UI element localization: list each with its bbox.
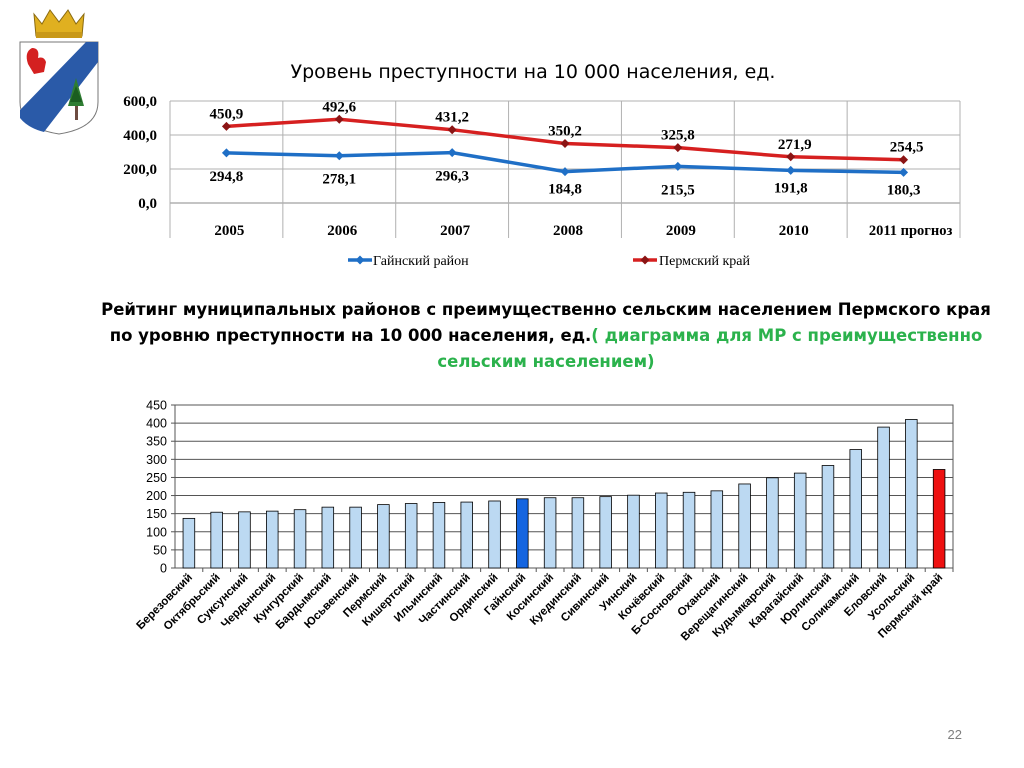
page-number: 22 [920, 727, 962, 742]
bar [739, 484, 751, 568]
bar-y-tick-label: 50 [153, 543, 167, 557]
bar [711, 491, 723, 568]
bar [794, 473, 806, 568]
bar [933, 469, 945, 568]
bar [378, 505, 390, 568]
bar-y-tick-label: 150 [146, 507, 167, 521]
bar [405, 504, 417, 568]
bar-y-tick-label: 250 [146, 471, 167, 485]
bar-y-tick-label: 300 [146, 453, 167, 467]
bar [266, 511, 278, 568]
bar-y-tick-label: 350 [146, 435, 167, 449]
bar [600, 497, 612, 568]
bar [489, 501, 501, 568]
bar-y-tick-label: 400 [146, 417, 167, 431]
bar [433, 502, 445, 568]
bar [628, 495, 640, 568]
bar [572, 498, 584, 568]
bar [683, 492, 695, 568]
bar [767, 478, 779, 568]
bar [878, 427, 890, 568]
bar [822, 465, 834, 568]
bar [905, 419, 917, 568]
bar [461, 502, 473, 568]
bar [350, 507, 362, 568]
bar-y-tick-label: 450 [146, 399, 167, 413]
bar [544, 498, 556, 568]
bar [211, 512, 223, 568]
bar [850, 450, 862, 568]
bar-plot-area [175, 405, 953, 568]
bar-y-tick-label: 0 [160, 562, 167, 576]
bar [516, 499, 528, 568]
bar-y-tick-label: 200 [146, 489, 167, 503]
bar [322, 507, 334, 568]
bar-chart: 050100150200250300350400450БерезовскийОк… [0, 0, 1024, 768]
bar [239, 512, 251, 568]
bar [183, 518, 195, 568]
bar [655, 493, 667, 568]
bar [294, 510, 306, 568]
bar-y-tick-label: 100 [146, 525, 167, 539]
